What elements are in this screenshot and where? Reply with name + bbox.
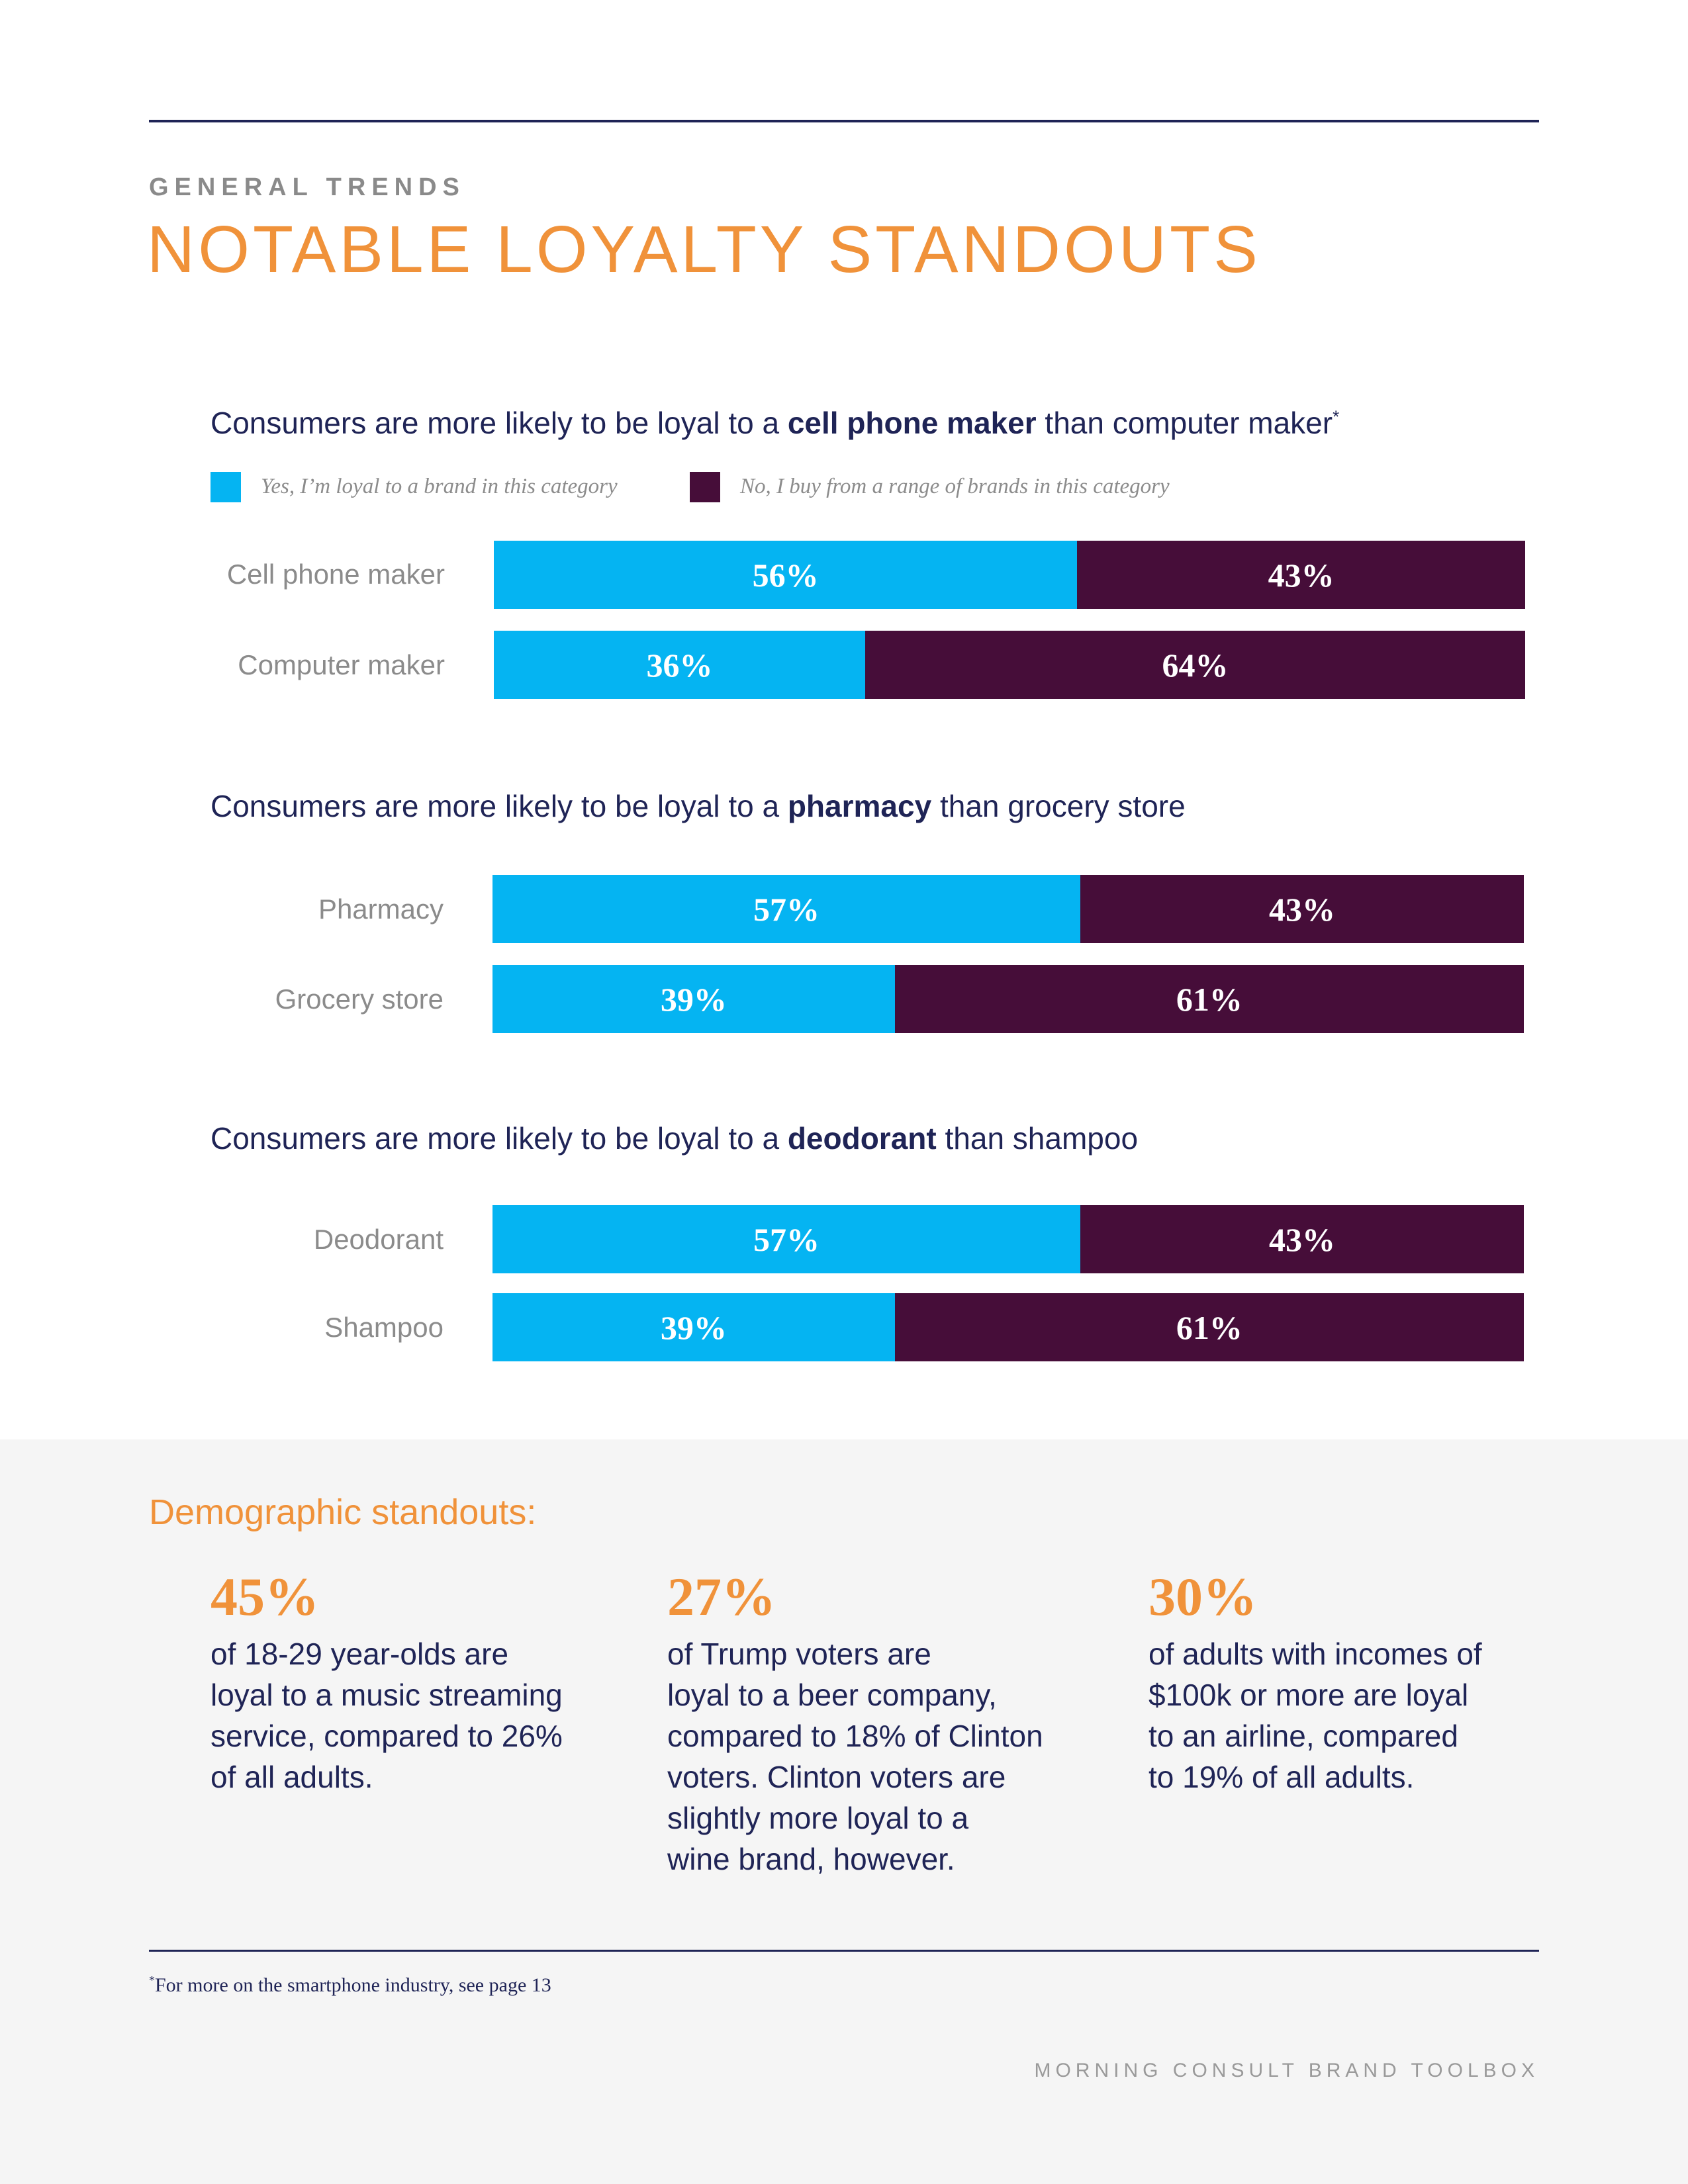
footnote-marker: *: [149, 1974, 155, 1987]
bar-shampoo: 39% 61%: [492, 1293, 1524, 1361]
stat-description: of 18-29 year-olds are loyal to a music …: [211, 1637, 563, 1795]
bar-computer-maker: 36% 64%: [494, 631, 1525, 699]
section-subtitle-cell-phone: Consumers are more likely to be loyal to…: [211, 405, 1339, 441]
stat-value: 30%: [1149, 1567, 1257, 1627]
top-rule: [149, 120, 1539, 122]
subtitle-text: Consumers are more likely to be loyal to…: [211, 406, 788, 440]
footnote-marker: *: [1333, 406, 1340, 427]
bar-segment-no: 64%: [865, 631, 1525, 699]
footnote-text: For more on the smartphone industry, see…: [155, 1974, 551, 1996]
subtitle-text: than grocery store: [931, 789, 1186, 823]
bar-segment-no: 61%: [894, 1293, 1524, 1361]
subtitle-emphasis: deodorant: [787, 1121, 937, 1156]
bottom-rule: [149, 1950, 1539, 1952]
legend-label-yes: Yes, I’m loyal to a brand in this catego…: [261, 475, 618, 498]
bar-segment-no: 61%: [894, 965, 1524, 1033]
demographics-panel: [0, 1439, 1688, 2184]
bar-segment-yes: 39%: [492, 965, 895, 1033]
legend-swatch-no: [690, 472, 720, 502]
subtitle-text: than shampoo: [936, 1121, 1139, 1156]
subtitle-text: Consumers are more likely to be loyal to…: [211, 1121, 788, 1156]
row-label: Pharmacy: [318, 893, 444, 925]
bar-segment-yes: 39%: [492, 1293, 895, 1361]
stat-value: 45%: [211, 1567, 319, 1627]
row-label: Cell phone maker: [226, 559, 445, 590]
bar-segment-yes: 36%: [494, 631, 865, 699]
section-eyebrow: GENERAL TRENDS: [149, 173, 465, 201]
row-label: Grocery store: [275, 983, 444, 1015]
stat-value: 27%: [667, 1567, 776, 1627]
bar-pharmacy: 57% 43%: [492, 875, 1524, 943]
stat-card: 27% of Trump voters are loyal to a beer …: [667, 1567, 1064, 1880]
subtitle-emphasis: pharmacy: [787, 789, 932, 823]
legend-label-no: No, I buy from a range of brands in this…: [740, 475, 1170, 498]
legend-swatch-yes: [211, 472, 241, 502]
page-title: NOTABLE LOYALTY STANDOUTS: [147, 212, 1261, 287]
row-label: Deodorant: [313, 1224, 444, 1255]
bar-segment-no: 43%: [1080, 875, 1524, 943]
bar-deodorant: 57% 43%: [492, 1205, 1524, 1273]
bar-grocery-store: 39% 61%: [492, 965, 1524, 1033]
bar-segment-no: 43%: [1080, 1205, 1524, 1273]
bar-segment-yes: 56%: [494, 541, 1078, 609]
section-subtitle-pharmacy: Consumers are more likely to be loyal to…: [211, 788, 1186, 824]
bar-cell-phone-maker: 56% 43%: [494, 541, 1525, 609]
section-subtitle-deodorant: Consumers are more likely to be loyal to…: [211, 1120, 1138, 1156]
row-label: Computer maker: [238, 649, 445, 680]
subtitle-emphasis: cell phone maker: [787, 406, 1037, 440]
stat-card: 30% of adults with incomes of $100k or m…: [1149, 1567, 1546, 1797]
footnote: *For more on the smartphone industry, se…: [149, 1974, 551, 1997]
subtitle-text: Consumers are more likely to be loyal to…: [211, 789, 788, 823]
bar-segment-yes: 57%: [492, 875, 1081, 943]
demographics-heading: Demographic standouts:: [149, 1492, 537, 1532]
stat-card: 45% of 18-29 year-olds are loyal to a mu…: [211, 1567, 608, 1797]
stat-description: of Trump voters are loyal to a beer comp…: [667, 1637, 1043, 1877]
page-footer: MORNING CONSULT BRAND TOOLBOX: [1034, 2060, 1539, 2081]
row-label: Shampoo: [324, 1312, 444, 1343]
stat-description: of adults with incomes of $100k or more …: [1149, 1637, 1482, 1795]
bar-segment-no: 43%: [1077, 541, 1525, 609]
bar-segment-yes: 57%: [492, 1205, 1081, 1273]
subtitle-text: than computer maker: [1036, 406, 1333, 440]
